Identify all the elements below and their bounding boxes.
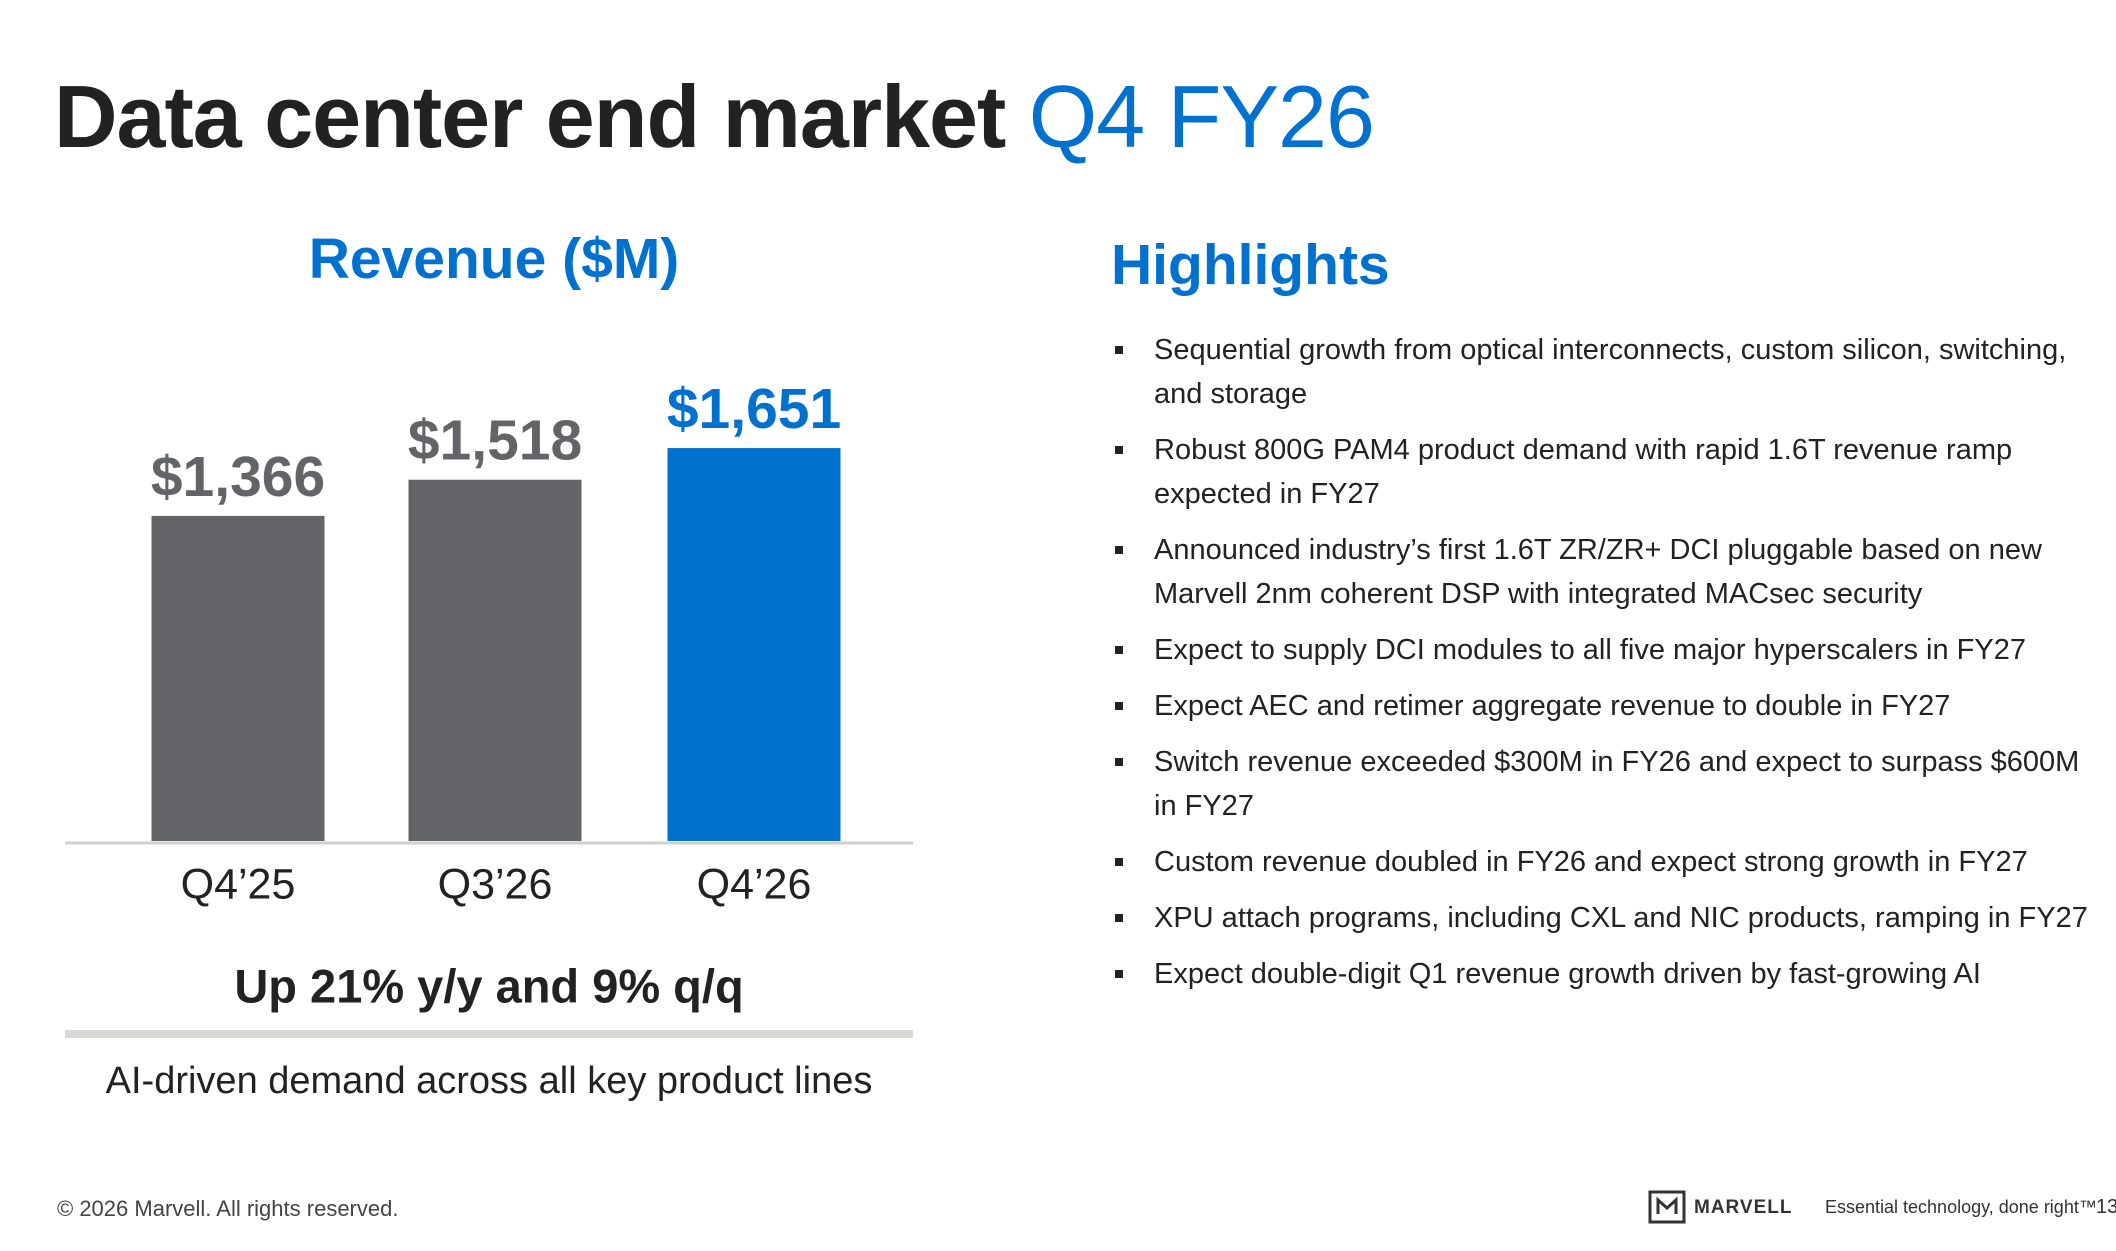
bar — [667, 448, 841, 841]
title-accent: Q4 FY26 — [1028, 67, 1375, 166]
bar — [408, 479, 582, 841]
caption: AI-driven demand across all key product … — [106, 1060, 873, 1102]
highlight-item: Expect double-digit Q1 revenue growth dr… — [1111, 952, 2101, 996]
highlights-title: Highlights — [1111, 233, 1390, 297]
page-number: 13 — [2096, 1196, 2116, 1218]
divider — [65, 1030, 913, 1038]
headline: Up 21% y/y and 9% q/q — [234, 959, 743, 1012]
highlights-list: Sequential growth from optical interconn… — [1111, 328, 2101, 1008]
highlight-item: Switch revenue exceeded $300M in FY26 an… — [1111, 740, 2101, 828]
x-tick-label: Q3’26 — [438, 860, 553, 908]
copyright: © 2026 Marvell. All rights reserved. — [57, 1196, 399, 1221]
bar — [151, 515, 325, 841]
highlight-item: Announced industry’s first 1.6T ZR/ZR+ D… — [1111, 528, 2101, 616]
value-label: $1,518 — [408, 409, 582, 473]
highlight-item: XPU attach programs, including CXL and N… — [1111, 896, 2101, 940]
value-label: $1,651 — [667, 377, 841, 441]
tagline: Essential technology, done right™ — [1825, 1197, 2097, 1217]
highlight-item: Expect AEC and retimer aggregate revenue… — [1111, 684, 2101, 728]
logo-icon — [1648, 1190, 1686, 1224]
slide-title: Data center end market Q4 FY26 — [54, 66, 1375, 168]
chart: Revenue ($M) Up 21% y/y and 9% q/q AI-dr… — [65, 227, 913, 1102]
brand: MARVELL — [1694, 1197, 1793, 1218]
x-tick-label: Q4’25 — [181, 860, 296, 908]
highlight-item: Expect to supply DCI modules to all five… — [1111, 628, 2101, 672]
title-text: Data center end market — [54, 67, 1006, 166]
value-label: $1,366 — [151, 445, 325, 509]
x-tick-label: Q4’26 — [697, 860, 812, 908]
highlight-item: Custom revenue doubled in FY26 and expec… — [1111, 840, 2101, 884]
highlight-item: Sequential growth from optical interconn… — [1111, 328, 2101, 416]
highlight-item: Robust 800G PAM4 product demand with rap… — [1111, 428, 2101, 516]
chart-title: Revenue ($M) — [309, 227, 680, 291]
